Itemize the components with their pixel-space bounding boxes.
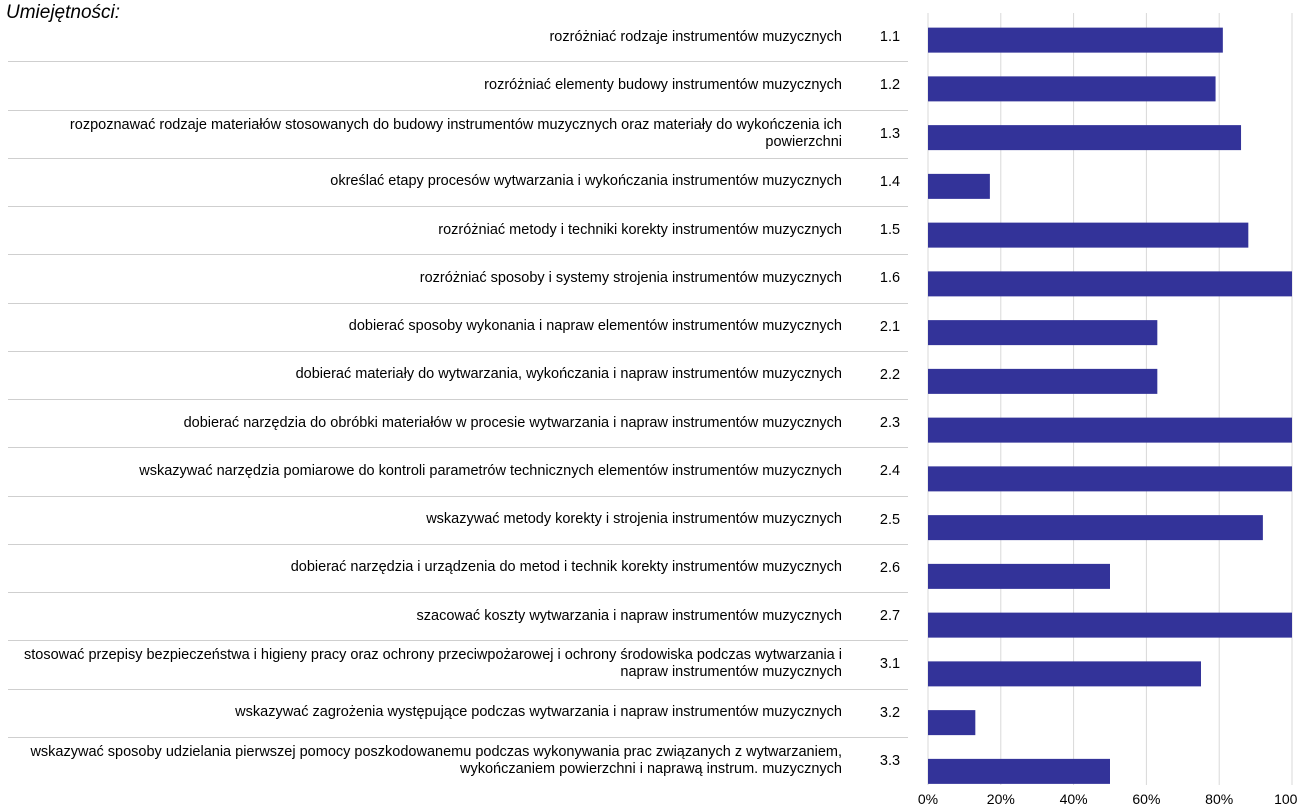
category-code: 2.3: [879, 415, 901, 432]
bar: [928, 27, 1223, 53]
category-code: 2.2: [879, 366, 901, 383]
category-code: 2.5: [879, 511, 901, 528]
row-separator: [8, 302, 908, 304]
row-separator: [8, 640, 908, 642]
category-code: 2.6: [879, 559, 901, 576]
category-code: 3.3: [879, 752, 901, 769]
row-separator: [8, 495, 908, 497]
row-separator: [8, 688, 908, 690]
row-separator: [8, 109, 908, 111]
category-code: 3.2: [879, 704, 901, 721]
bar: [928, 76, 1216, 102]
bar: [928, 368, 1158, 394]
row-separator: [8, 736, 908, 738]
x-tick-label: 40%: [1060, 791, 1088, 807]
bar: [928, 271, 1292, 297]
category-label: szacować koszty wytwarzania i napraw ins…: [416, 607, 842, 624]
category-code: 1.6: [879, 270, 901, 287]
category-label: dobierać narzędzia i urządzenia do metod…: [290, 559, 842, 576]
bar: [928, 661, 1201, 687]
category-code: 1.3: [879, 125, 901, 142]
bar: [928, 173, 990, 199]
category-label: rozróżniać elementy budowy instrumentów …: [484, 76, 842, 93]
category-label: wskazywać sposoby udzielania pierwszej p…: [30, 743, 842, 777]
category-label: dobierać sposoby wykonania i napraw elem…: [348, 318, 842, 335]
x-tick-label: 20%: [987, 791, 1015, 807]
category-code: 3.1: [879, 656, 901, 673]
category-label: rozpoznawać rodzaje materiałów stosowany…: [69, 116, 842, 150]
bar: [928, 222, 1249, 248]
category-code: 2.4: [879, 463, 901, 480]
row-separator: [8, 61, 908, 63]
bar: [928, 710, 976, 736]
category-label: wskazywać narzędzia pomiarowe do kontrol…: [139, 462, 842, 479]
category-label: określać etapy procesów wytwarzania i wy…: [330, 173, 842, 190]
row-separator: [8, 157, 908, 159]
x-tick-label: 0%: [918, 791, 938, 807]
category-label: rozróżniać rodzaje instrumentów muzyczny…: [549, 28, 842, 45]
bar: [928, 417, 1292, 443]
category-label: dobierać materiały do wytwarzania, wykoń…: [295, 366, 842, 383]
bar: [928, 320, 1158, 346]
bar: [928, 466, 1292, 492]
category-code: 1.1: [879, 29, 901, 46]
row-separator: [8, 543, 908, 545]
row-separator: [8, 447, 908, 449]
bar: [928, 612, 1292, 638]
category-label: dobierać narzędzia do obróbki materiałów…: [183, 414, 842, 431]
x-tick-label: 100%: [1274, 791, 1298, 807]
row-separator: [8, 592, 908, 593]
bar: [928, 125, 1242, 151]
category-label: rozróżniać metody i techniki korekty ins…: [438, 221, 842, 238]
category-label: wskazywać zagrożenia występujące podczas…: [235, 704, 842, 721]
row-separator: [8, 206, 908, 207]
row-separator: [8, 254, 908, 256]
category-code: 2.7: [879, 608, 901, 625]
category-label: wskazywać metody korekty i strojenia ins…: [426, 511, 842, 528]
bar: [928, 758, 1110, 784]
bar: [928, 563, 1110, 589]
chart-title: Umiejętności:: [6, 2, 121, 23]
category-label: rozróżniać sposoby i systemy strojenia i…: [419, 269, 842, 286]
bar: [928, 515, 1263, 541]
category-code: 1.5: [879, 222, 901, 239]
category-code: 1.4: [879, 173, 901, 190]
row-separator: [8, 399, 908, 400]
category-code: 2.1: [879, 318, 901, 335]
x-tick-label: 60%: [1132, 791, 1160, 807]
row-separator: [8, 350, 908, 352]
category-code: 1.2: [879, 77, 901, 94]
category-label: stosować przepisy bezpieczeństwa i higie…: [23, 647, 842, 681]
x-tick-label: 80%: [1205, 791, 1233, 807]
